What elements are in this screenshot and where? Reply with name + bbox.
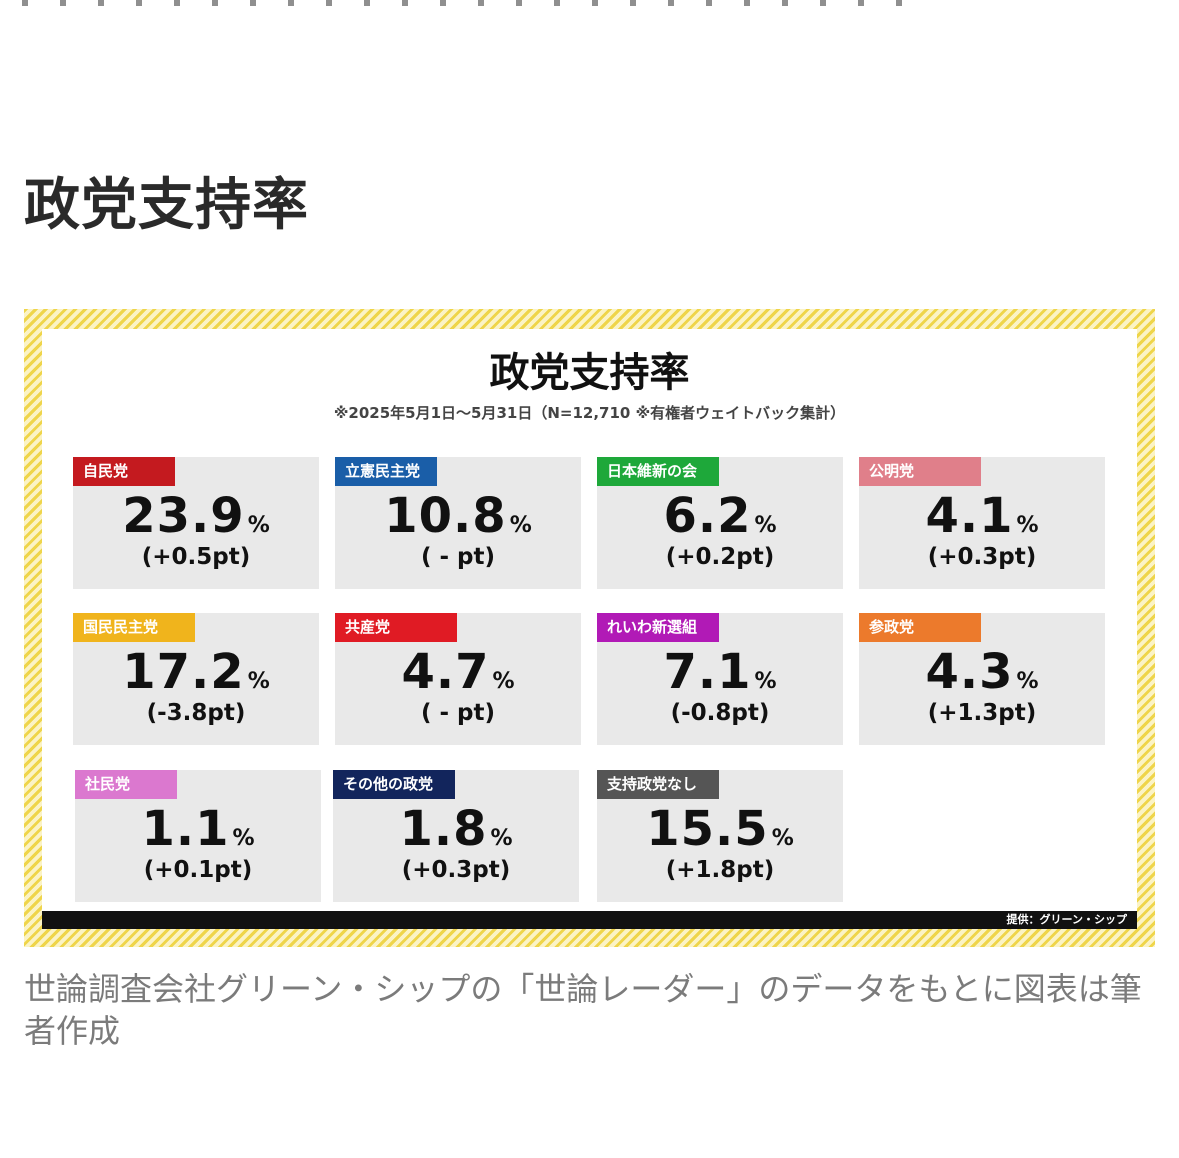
percent-sign: % — [509, 513, 532, 538]
party-support-value: 23.9% — [73, 489, 319, 554]
party-support-change: ( - pt) — [420, 544, 496, 570]
party-tile-sdp: 社民党 1.1% (+0.1pt) — [75, 770, 321, 902]
percent-sign: % — [754, 669, 777, 694]
party-support-change: (+1.8pt) — [665, 857, 775, 883]
party-support-change: (+0.1pt) — [143, 857, 253, 883]
party-label: その他の政党 — [333, 770, 455, 799]
party-support-value: 15.5% — [597, 802, 843, 867]
party-label: 公明党 — [859, 457, 981, 486]
support-number: 15.5 — [646, 801, 769, 857]
percent-sign: % — [232, 826, 255, 851]
party-tile-cdp: 立憲民主党 10.8% ( - pt) — [335, 457, 581, 589]
party-support-change: (+0.2pt) — [665, 544, 775, 570]
figure-title: 政党支持率 — [489, 350, 690, 396]
party-support-value: 10.8% — [335, 489, 581, 554]
party-support-change: (+0.5pt) — [141, 544, 251, 570]
party-tile-ishin: 日本維新の会 6.2% (+0.2pt) — [597, 457, 843, 589]
support-number: 7.1 — [663, 644, 752, 700]
percent-sign: % — [1016, 669, 1039, 694]
party-support-value: 4.1% — [859, 489, 1105, 554]
cropped-previous-text — [0, 0, 1179, 8]
party-label: 立憲民主党 — [335, 457, 437, 486]
percent-sign: % — [492, 669, 515, 694]
support-number: 1.1 — [141, 801, 230, 857]
party-label: 社民党 — [75, 770, 177, 799]
party-support-change: (+0.3pt) — [927, 544, 1037, 570]
cropped-text-strokes — [22, 0, 922, 6]
party-support-change: (+0.3pt) — [401, 857, 511, 883]
support-number: 6.2 — [663, 488, 752, 544]
percent-sign: % — [247, 513, 270, 538]
party-label: 自民党 — [73, 457, 175, 486]
party-support-value: 17.2% — [73, 645, 319, 710]
credit-bar: 提供：グリーン・シップ — [42, 911, 1137, 929]
party-label: れいわ新選組 — [597, 613, 719, 642]
party-tile-ldp: 自民党 23.9% (+0.5pt) — [73, 457, 319, 589]
party-support-value: 1.1% — [75, 802, 321, 867]
party-tile-reiwa: れいわ新選組 7.1% (-0.8pt) — [597, 613, 843, 745]
party-label: 日本維新の会 — [597, 457, 719, 486]
party-support-change: (-0.8pt) — [670, 700, 770, 726]
support-number: 10.8 — [384, 488, 507, 544]
party-support-value: 6.2% — [597, 489, 843, 554]
party-label: 支持政党なし — [597, 770, 719, 799]
support-rate-figure: 政党支持率 ※2025年5月1日〜5月31日（N=12,710 ※有権者ウェイト… — [24, 309, 1155, 947]
percent-sign: % — [771, 826, 794, 851]
party-label: 国民民主党 — [73, 613, 195, 642]
percent-sign: % — [1016, 513, 1039, 538]
party-support-value: 4.3% — [859, 645, 1105, 710]
percent-sign: % — [754, 513, 777, 538]
party-support-change: ( - pt) — [420, 700, 496, 726]
party-support-value: 4.7% — [335, 645, 581, 710]
party-support-value: 1.8% — [333, 802, 579, 867]
party-label: 共産党 — [335, 613, 457, 642]
page-heading: 政党支持率 — [24, 172, 309, 238]
figure-subtitle: ※2025年5月1日〜5月31日（N=12,710 ※有権者ウェイトバック集計） — [333, 404, 846, 422]
figure-caption: 世論調査会社グリーン・シップの「世論レーダー」のデータをもとに図表は筆者作成 — [24, 970, 1142, 1050]
credit-text: 提供：グリーン・シップ — [1006, 913, 1127, 926]
party-support-change: (-3.8pt) — [146, 700, 246, 726]
figure-panel: 政党支持率 ※2025年5月1日〜5月31日（N=12,710 ※有権者ウェイト… — [42, 329, 1137, 929]
support-number: 4.3 — [925, 644, 1014, 700]
percent-sign: % — [490, 826, 513, 851]
party-tile-other: その他の政党 1.8% (+0.3pt) — [333, 770, 579, 902]
party-support-value: 7.1% — [597, 645, 843, 710]
party-tile-komeito: 公明党 4.1% (+0.3pt) — [859, 457, 1105, 589]
percent-sign: % — [247, 669, 270, 694]
party-tile-dpfp: 国民民主党 17.2% (-3.8pt) — [73, 613, 319, 745]
party-tile-jcp: 共産党 4.7% ( - pt) — [335, 613, 581, 745]
party-support-change: (+1.3pt) — [927, 700, 1037, 726]
support-number: 23.9 — [122, 488, 245, 544]
party-label: 参政党 — [859, 613, 981, 642]
support-number: 4.7 — [401, 644, 490, 700]
support-number: 17.2 — [122, 644, 245, 700]
party-tile-none: 支持政党なし 15.5% (+1.8pt) — [597, 770, 843, 902]
support-number: 1.8 — [399, 801, 488, 857]
party-tile-sanseito: 参政党 4.3% (+1.3pt) — [859, 613, 1105, 745]
support-number: 4.1 — [925, 488, 1014, 544]
